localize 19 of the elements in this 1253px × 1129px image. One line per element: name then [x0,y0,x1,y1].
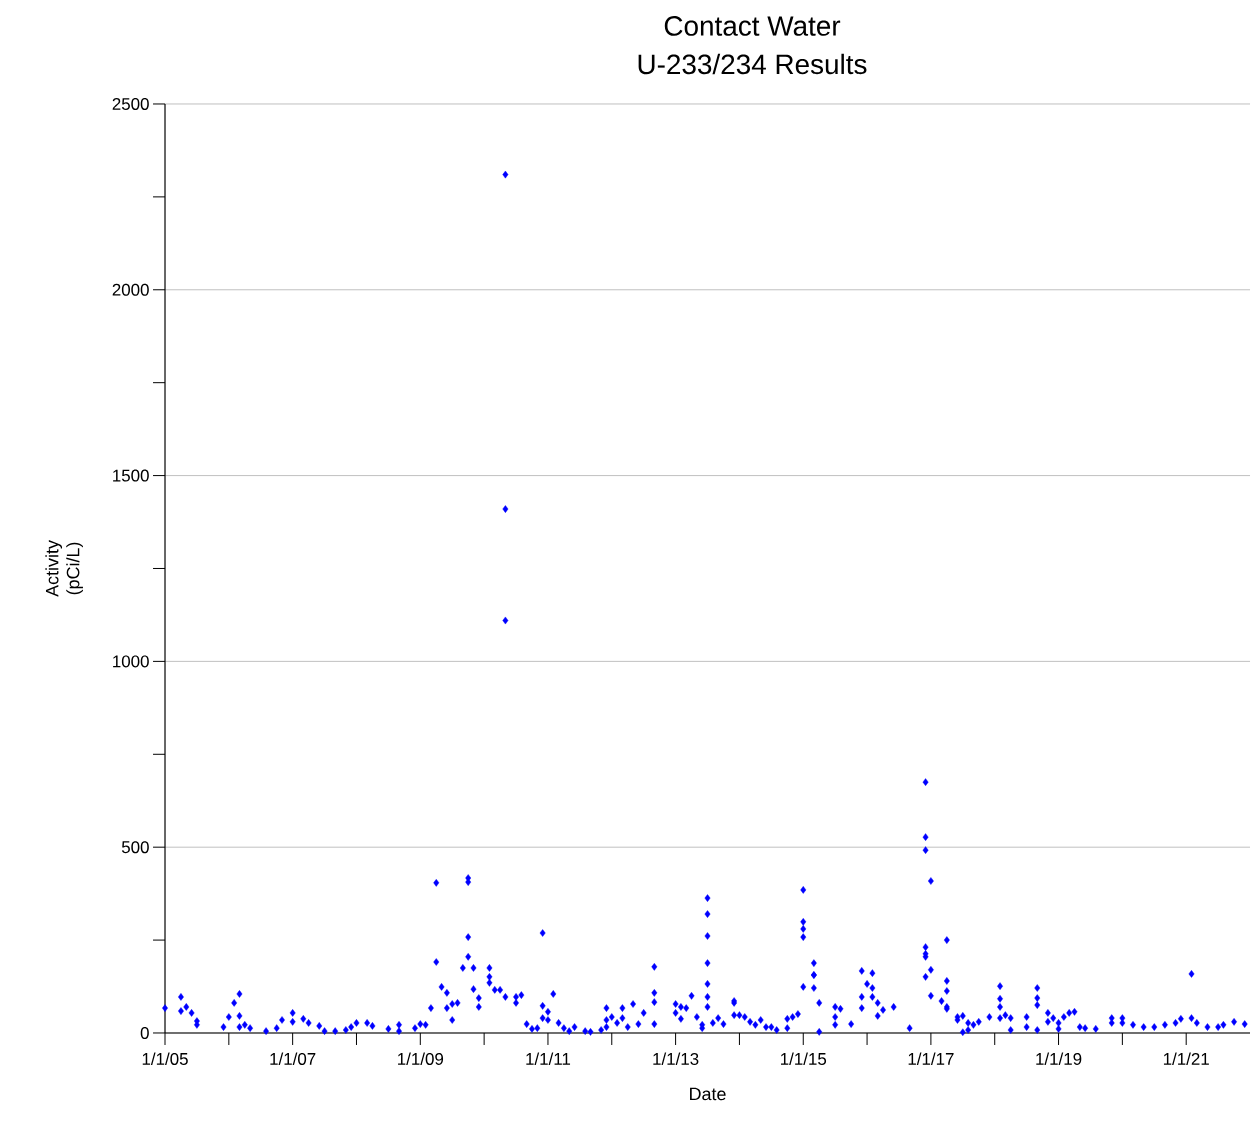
y-tick-label: 0 [140,1026,149,1039]
x-tick-label: 1/1/11 [526,1052,571,1065]
x-tick-label: 1/1/21 [1163,1052,1209,1065]
x-tick-label: 1/1/19 [1036,1052,1082,1065]
y-tick-label: 2000 [112,283,149,296]
x-tick-label: 1/1/09 [398,1052,444,1065]
y-axis-title: Activity (pCi/L) [45,540,83,597]
x-axis-title: Date [690,1087,726,1101]
y-tick-label: 1000 [113,655,149,668]
x-tick-label: 1/1/07 [270,1052,316,1065]
x-tick-label: 1/1/05 [142,1052,188,1065]
chart-subtitle: U-233/234 Results [638,53,867,75]
y-tick-label: 500 [121,841,149,854]
x-tick-label: 1/1/15 [781,1052,827,1065]
y-tick-label: 2500 [112,97,149,110]
y-tick-label: 1500 [113,469,149,482]
x-tick-label: 1/1/17 [908,1052,954,1065]
chart-title: Contact Water [664,16,841,36]
x-tick-label: 1/1/13 [653,1052,699,1065]
